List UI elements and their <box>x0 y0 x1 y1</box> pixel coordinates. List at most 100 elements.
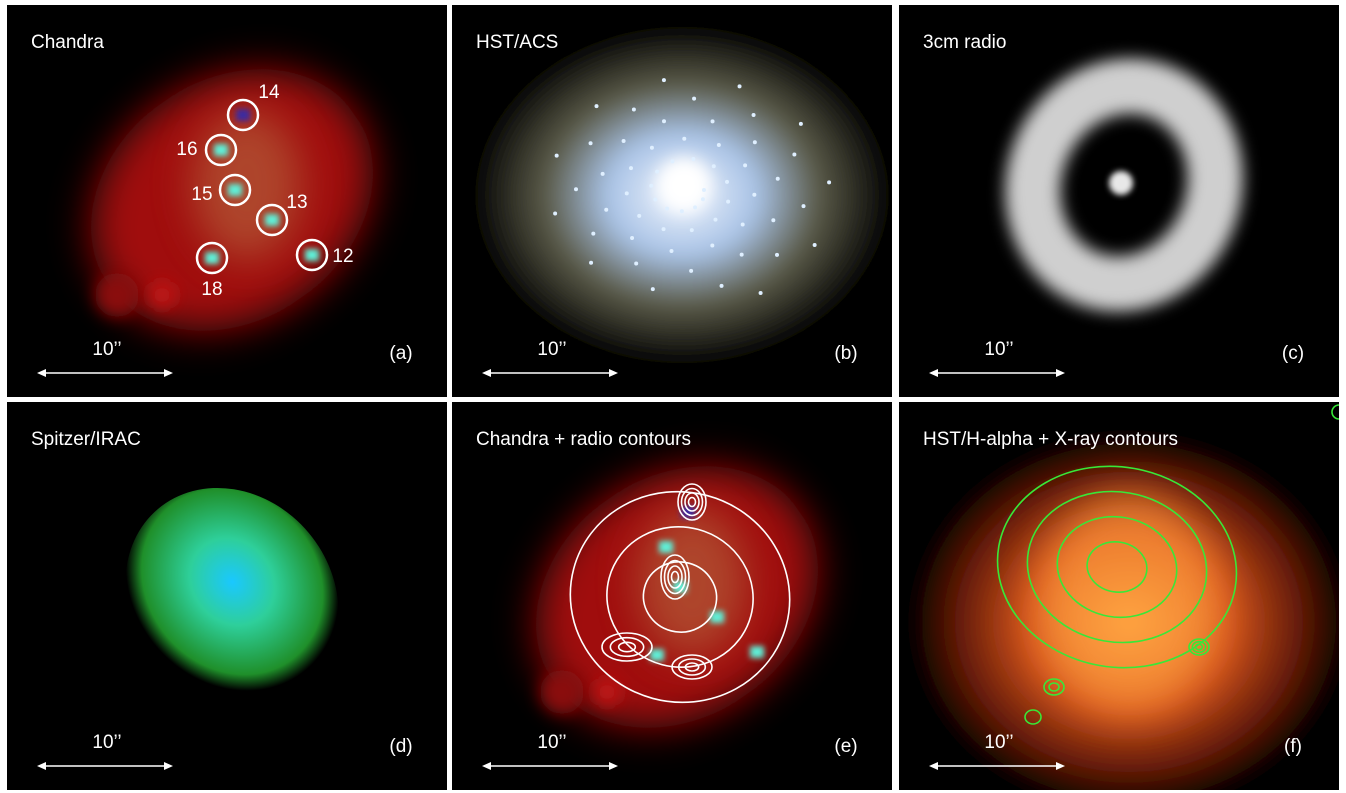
star-cluster <box>752 192 757 197</box>
point-source <box>750 646 764 658</box>
star-cluster <box>771 218 776 223</box>
panel-image <box>452 5 892 397</box>
point-source <box>650 649 664 661</box>
scale-label: 10’’ <box>92 339 121 360</box>
contour <box>1024 709 1042 725</box>
star-cluster <box>743 163 748 168</box>
point-source <box>265 214 279 226</box>
star-cluster <box>661 119 666 124</box>
contour <box>671 654 713 680</box>
source-circle <box>226 98 260 132</box>
panel-label: (d) <box>389 736 412 757</box>
star-cluster <box>589 260 594 265</box>
x-ray-blob <box>540 670 584 714</box>
star-cluster <box>710 243 715 248</box>
radio-core <box>1109 171 1133 195</box>
star-cluster <box>792 152 797 157</box>
star-cluster <box>737 84 742 89</box>
panel: HST/ACS (b) 10’’ <box>452 5 892 397</box>
panel-title: Chandra <box>31 32 104 53</box>
x-ray-blob <box>593 678 621 706</box>
star-cluster <box>649 183 654 188</box>
x-ray-blob <box>95 273 139 317</box>
star-cluster <box>689 268 694 273</box>
star-cluster <box>758 290 763 295</box>
radio-ring <box>1005 58 1243 312</box>
point-source <box>673 581 687 593</box>
panel-title: Spitzer/IRAC <box>31 429 141 450</box>
star-cluster <box>827 180 832 185</box>
contour <box>1086 541 1148 593</box>
scale-label: 10’’ <box>537 732 566 753</box>
point-source <box>205 252 219 264</box>
panel-title: HST/H-alpha + X-ray contours <box>923 429 1178 450</box>
contour <box>680 487 704 517</box>
contour <box>569 490 791 704</box>
point-source <box>659 541 673 553</box>
star-cluster <box>624 191 629 196</box>
star-cluster <box>669 248 674 253</box>
star-cluster <box>630 236 635 241</box>
panel: Spitzer/IRAC (d) 10’’ <box>7 402 447 790</box>
star-cluster <box>702 188 706 192</box>
panel: HST/H-alpha + X-ray contours (f) 10’’ <box>899 402 1339 790</box>
contour <box>996 465 1238 669</box>
star-cluster <box>553 211 558 216</box>
panel-title: HST/ACS <box>476 32 558 53</box>
contour <box>677 483 707 521</box>
source-label: 14 <box>258 82 280 103</box>
star-cluster <box>665 206 670 211</box>
point-source <box>214 144 228 156</box>
contour <box>642 561 718 633</box>
contour <box>663 559 687 595</box>
star-cluster <box>600 171 605 176</box>
star-cluster <box>621 139 626 144</box>
source-label: 13 <box>286 192 307 213</box>
star-cluster <box>554 153 559 158</box>
star-cluster <box>710 119 715 124</box>
star-cluster <box>716 142 721 147</box>
contour <box>667 565 683 589</box>
contour <box>1026 490 1208 644</box>
contour <box>609 636 645 658</box>
star-cluster <box>739 252 744 257</box>
panel-label: (e) <box>834 736 857 757</box>
panel-image <box>899 5 1339 397</box>
source-label: 18 <box>201 279 222 300</box>
star-cluster <box>752 140 757 145</box>
panel: Chandra + radio contours (e) 10’’ <box>452 402 892 790</box>
contour <box>1194 643 1204 651</box>
contour <box>1331 404 1339 420</box>
star-cluster <box>700 197 705 202</box>
x-ray-blob <box>148 281 176 309</box>
panel-image <box>452 402 892 790</box>
source-label: 15 <box>191 184 212 205</box>
panel-label: (c) <box>1282 343 1304 364</box>
panel: 14 16 15 13 12 18 Chandra (a) 10’’ <box>7 5 447 397</box>
contour <box>617 641 637 653</box>
star-cluster <box>711 164 716 169</box>
contour <box>1188 638 1210 656</box>
contour <box>684 662 700 672</box>
panel-title: 3cm radio <box>923 32 1006 53</box>
contour <box>660 554 690 600</box>
star-cluster <box>649 145 654 150</box>
star-cluster <box>629 166 634 171</box>
star-cluster <box>594 104 599 109</box>
star-cluster <box>775 176 780 181</box>
contour <box>684 492 700 512</box>
star-cluster <box>726 199 731 204</box>
star-cluster <box>691 157 696 162</box>
h-alpha-core <box>1039 492 1219 712</box>
star-cluster <box>751 112 756 117</box>
panel-label: (f) <box>1284 736 1302 757</box>
scale-label: 10’’ <box>984 339 1013 360</box>
source-label: 12 <box>332 246 353 267</box>
contour <box>601 632 653 662</box>
star-cluster <box>798 121 803 126</box>
panel-label: (a) <box>389 343 412 364</box>
source-circle <box>204 133 238 167</box>
source-circle <box>255 203 289 237</box>
star-cluster <box>693 205 698 210</box>
